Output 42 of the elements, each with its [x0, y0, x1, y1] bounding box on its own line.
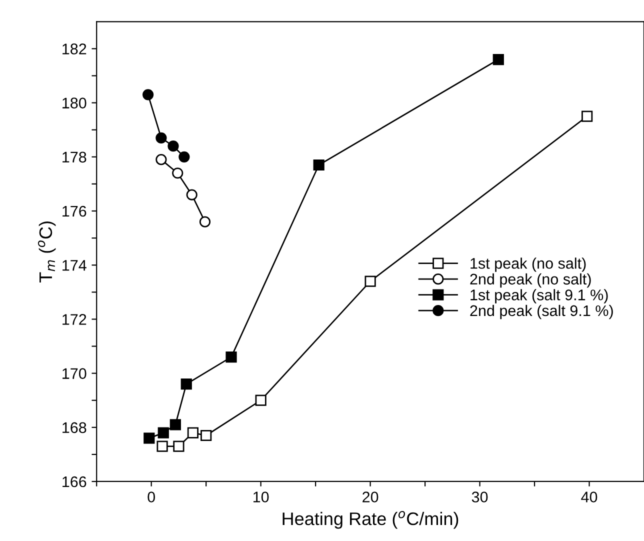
y-tick-label: 182	[62, 44, 86, 54]
x-tick-label: 40	[581, 492, 598, 502]
point	[168, 140, 179, 152]
x-axis-title: Heating Rate ($^{o}$C/min)	[282, 511, 458, 529]
y-tick-label: 168	[62, 422, 86, 434]
x-tick-label: 10	[253, 492, 269, 502]
y-tick-label: 166	[62, 476, 86, 488]
y-tick-label: 170	[62, 368, 86, 379]
legend-label: 2nd peak (no salt)	[470, 273, 591, 288]
point	[142, 89, 154, 100]
point	[492, 54, 504, 66]
point	[158, 427, 169, 438]
point	[186, 189, 198, 200]
point	[364, 276, 376, 287]
point	[144, 432, 155, 444]
point	[200, 430, 212, 442]
x-tick-label: 30	[472, 492, 488, 502]
y-tick-label: 180	[62, 98, 86, 108]
y-tick-label: 172	[62, 314, 86, 325]
y-tick-label: 178	[62, 152, 86, 163]
legend-label: 1st peak (salt 9.1 %)	[470, 289, 608, 304]
point	[313, 159, 324, 171]
point	[255, 394, 266, 406]
point	[156, 440, 168, 452]
x-tick-label: 20	[362, 492, 378, 502]
point	[156, 132, 167, 144]
point	[187, 427, 198, 438]
point	[173, 440, 184, 452]
point	[180, 378, 192, 390]
point	[172, 168, 184, 179]
point	[582, 110, 593, 122]
x-tick-label: 0	[148, 492, 155, 502]
point	[178, 151, 190, 162]
point	[156, 154, 167, 166]
y-tick-label: 174	[62, 260, 86, 271]
y-tick-label: 176	[62, 206, 86, 217]
legend-label: 1st peak (no salt)	[470, 258, 586, 272]
legend-label: 2nd peak (salt 9.1 %)	[470, 304, 613, 320]
point	[170, 419, 181, 430]
point	[226, 352, 237, 363]
y-axis-title: T$_{m}$ ($^{o}$C)	[38, 222, 56, 282]
point	[199, 216, 211, 228]
